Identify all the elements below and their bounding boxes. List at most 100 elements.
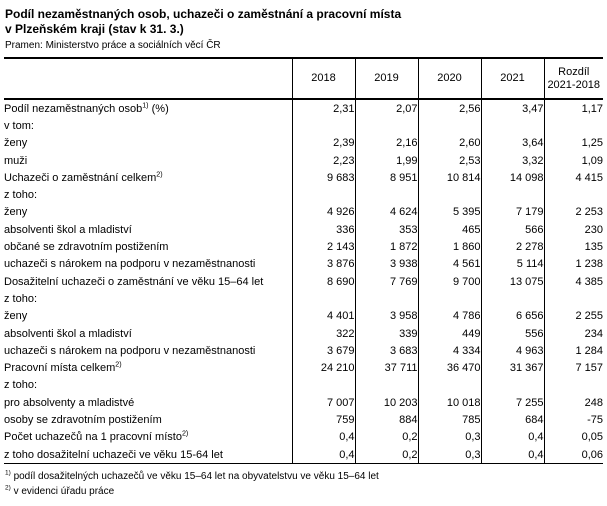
- row-value: 3,64: [481, 134, 545, 152]
- row-value: 2,23: [292, 151, 356, 170]
- row-value: 785: [418, 411, 482, 429]
- footnote-2-marker: 2): [5, 484, 11, 492]
- row-value: 759: [292, 411, 356, 429]
- row-value: -75: [587, 413, 603, 426]
- header-empty-cell: [4, 57, 293, 100]
- row-value: 4 963: [481, 342, 545, 360]
- row-value: 0,3: [418, 428, 482, 446]
- row-value: 556: [481, 324, 545, 343]
- table-header-row: 2018 2019 2020 2021 Rozdíl 2021-2018: [4, 57, 603, 100]
- row-value: 339: [355, 324, 419, 343]
- row-value: 449: [418, 324, 482, 343]
- row-value: 7 179: [481, 203, 545, 222]
- row-value: 230: [584, 223, 603, 236]
- row-value: 465: [418, 221, 482, 239]
- row-label: v tom:: [4, 117, 293, 135]
- row-value: 135: [584, 241, 603, 254]
- row-value: [481, 290, 545, 308]
- row-value: [481, 376, 545, 395]
- table-row: uchazeči s nárokem na podporu v nezaměst…: [4, 255, 603, 273]
- row-value: 3 938: [355, 255, 419, 273]
- row-value: 31 367: [481, 359, 545, 377]
- row-value: [418, 376, 482, 395]
- row-value: 1,17: [581, 102, 603, 115]
- row-label: z toho:: [4, 290, 293, 308]
- row-value: 3 876: [292, 255, 356, 273]
- row-label: ženy: [4, 307, 293, 325]
- row-value: 4 786: [418, 307, 482, 325]
- row-value: 0,05: [581, 431, 603, 444]
- row-label: absolventi škol a mladiství: [4, 324, 293, 343]
- row-value: 5 114: [481, 255, 545, 273]
- footnote-marker: 1): [142, 100, 149, 109]
- row-label: absolventi škol a mladiství: [4, 221, 293, 239]
- row-value: 14 098: [481, 169, 545, 187]
- header-diff-line2: 2021-2018: [547, 78, 601, 91]
- footnote-1-marker: 1): [5, 469, 11, 477]
- row-label: Pracovní místa celkem2): [4, 359, 293, 377]
- row-label: uchazeči s nárokem na podporu v nezaměst…: [4, 255, 293, 273]
- row-value: 2 255: [575, 310, 603, 323]
- row-value: 884: [355, 411, 419, 429]
- table-row: ženy 4 401 3 958 4 786 6 656 2 255: [4, 307, 603, 325]
- row-value: [292, 376, 356, 395]
- row-value: [481, 186, 545, 204]
- table-row: občané se zdravotním postižením 2 143 1 87…: [4, 238, 603, 256]
- row-value: 0,4: [292, 428, 356, 446]
- table-row: uchazeči s nárokem na podporu v nezaměst…: [4, 342, 603, 360]
- row-value: 10 018: [418, 394, 482, 412]
- row-value: 7 157: [575, 362, 603, 375]
- row-value: 2,56: [418, 99, 482, 118]
- row-value: 684: [481, 411, 545, 429]
- row-value: 7 007: [292, 394, 356, 412]
- row-value: 3,32: [481, 151, 545, 170]
- row-value: 2,39: [292, 134, 356, 152]
- row-value: 0,3: [418, 445, 482, 465]
- row-value: 2,31: [292, 99, 356, 118]
- row-value: 1 860: [418, 238, 482, 256]
- row-label: uchazeči s nárokem na podporu v nezaměst…: [4, 342, 293, 360]
- row-value: 234: [584, 327, 603, 340]
- table-row: z toho:: [4, 290, 603, 308]
- row-value: [418, 186, 482, 204]
- row-value: 3 958: [355, 307, 419, 325]
- row-value: 2,07: [355, 99, 419, 118]
- row-label: Dosažitelní uchazeči o zaměstnání ve věk…: [4, 272, 293, 291]
- row-value: 7 255: [481, 394, 545, 412]
- table-row: Podíl nezaměstnaných osob1) (%) 2,31 2,07 2…: [4, 99, 603, 118]
- row-value: 336: [292, 221, 356, 239]
- row-label: ženy: [4, 134, 293, 152]
- row-value: 4 926: [292, 203, 356, 222]
- row-value: 0,2: [355, 445, 419, 465]
- row-value: [355, 117, 419, 135]
- row-value: 0,4: [481, 445, 545, 465]
- row-value: 3 683: [355, 342, 419, 360]
- row-value: 2 278: [481, 238, 545, 256]
- row-label: muži: [4, 151, 293, 170]
- row-value: 36 470: [418, 359, 482, 377]
- footnote-marker: 2): [156, 170, 163, 179]
- row-label: z toho:: [4, 186, 293, 204]
- row-value: 2 253: [575, 206, 603, 219]
- table-row: z toho dosažitelní uchazeči ve věku 15-6…: [4, 445, 603, 465]
- table-row: Uchazeči o zaměstnání celkem2) 9 683 8 951…: [4, 169, 603, 187]
- row-value: [418, 290, 482, 308]
- row-value: 1,25: [581, 137, 603, 150]
- row-value: 1 238: [575, 258, 603, 271]
- row-value: 8 690: [292, 272, 356, 291]
- row-value: 4 334: [418, 342, 482, 360]
- row-value: 4 561: [418, 255, 482, 273]
- footnote-2: 2) v evidenci úřadu práce: [5, 484, 607, 499]
- row-value: 5 395: [418, 203, 482, 222]
- row-value: 4 415: [575, 171, 603, 184]
- row-value: [292, 186, 356, 204]
- row-label: Počet uchazečů na 1 pracovní místo2): [4, 428, 293, 446]
- row-value: 3 679: [292, 342, 356, 360]
- row-value: 37 711: [355, 359, 419, 377]
- table-row: z toho:: [4, 376, 603, 395]
- header-diff-column: Rozdíl 2021-2018: [544, 57, 603, 100]
- data-source-note: Pramen: Ministerstvo práce a sociálních …: [5, 40, 221, 51]
- row-value: 322: [292, 324, 356, 343]
- page-title-line2: v Plzeňském kraji (stav k 31. 3.): [5, 22, 184, 36]
